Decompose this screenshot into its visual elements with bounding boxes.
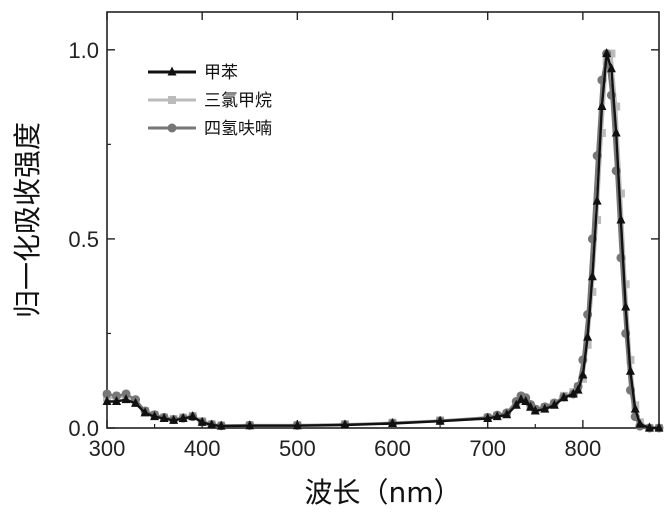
series-line <box>107 54 659 428</box>
legend-label: 三氯甲烷 <box>204 91 272 111</box>
series-line <box>107 54 659 428</box>
data-point <box>621 301 630 310</box>
series-layer <box>103 48 664 432</box>
legend-label: 甲苯 <box>204 63 238 83</box>
legend-item: 四氢呋喃 <box>148 119 272 139</box>
x-tick-label: 400 <box>184 436 221 461</box>
legend: 甲苯三氯甲烷四氢呋喃 <box>148 63 272 139</box>
series-line <box>107 54 659 428</box>
x-tick-label: 600 <box>374 436 411 461</box>
legend-label: 四氢呋喃 <box>204 119 272 139</box>
series-1 <box>103 50 663 432</box>
x-tick-label: 500 <box>279 436 316 461</box>
legend-item: 甲苯 <box>148 63 238 83</box>
data-point <box>168 124 177 133</box>
plot-frame <box>107 12 659 428</box>
legend-item: 三氯甲烷 <box>148 91 272 111</box>
y-tick-label: 1.0 <box>68 38 99 63</box>
series-2 <box>103 49 664 432</box>
x-tick-label: 700 <box>469 436 506 461</box>
x-tick-label: 800 <box>565 436 602 461</box>
y-tick-label: 0.5 <box>68 227 99 252</box>
data-point <box>168 96 176 104</box>
y-tick-label: 0.0 <box>68 416 99 441</box>
x-axis-title: 波长（nm） <box>304 476 461 509</box>
y-axis-title: 归一化吸收强度 <box>11 122 44 318</box>
